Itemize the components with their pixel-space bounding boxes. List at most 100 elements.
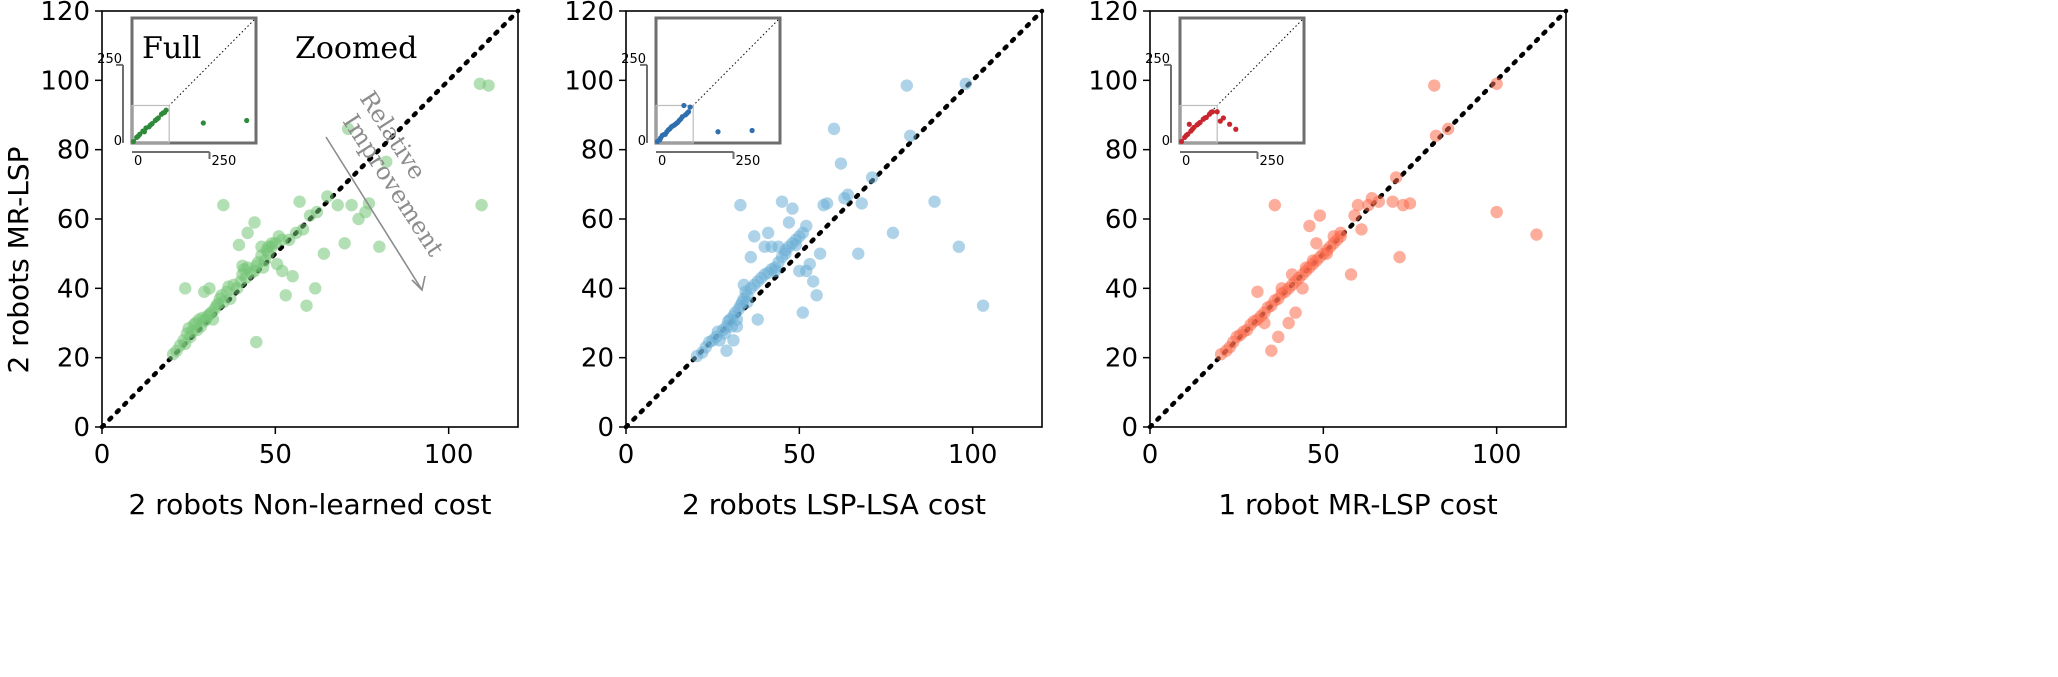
data-point [1303, 219, 1316, 233]
scatter-panel-lsp-lsa: 0 50 100 0 20 40 60 80 100 120 2 robots LSP-LSA co… [564, 0, 1045, 521]
data-point [380, 155, 393, 168]
data-point [248, 216, 261, 229]
data-point [1355, 223, 1368, 236]
data-point [1393, 250, 1406, 264]
data-point [1296, 282, 1309, 295]
y-tick-label: 60 [1105, 205, 1138, 235]
data-point [179, 282, 192, 295]
data-point [1251, 285, 1264, 298]
y-tick-label: 60 [581, 205, 614, 235]
inset-data-point [684, 110, 690, 116]
inset-y-tick-label: 250 [1145, 52, 1170, 67]
y-tick-label: 40 [1105, 274, 1138, 304]
x-tick-label: 50 [1307, 440, 1340, 470]
data-point [217, 198, 230, 212]
inset-data-point [687, 104, 693, 110]
x-tick-label: 100 [1472, 440, 1522, 470]
inset-data-point [678, 116, 684, 122]
inset-data-point [1202, 115, 1208, 121]
inset-data-point [1183, 132, 1189, 139]
data-point [482, 79, 495, 92]
inset-data-point [662, 131, 668, 137]
data-point [1441, 122, 1455, 136]
inset-x-tick-label: 0 [134, 154, 142, 169]
inset-data-point [1186, 121, 1192, 127]
data-point [827, 122, 841, 136]
inset-data-point [1233, 126, 1239, 132]
inset-y-tick-label: 0 [638, 134, 646, 149]
data-point [206, 313, 220, 326]
x-tick-label: 50 [259, 440, 292, 470]
inset-zoom-region [1179, 104, 1218, 144]
data-point [224, 292, 237, 305]
data-point [768, 264, 782, 278]
data-point [807, 275, 820, 288]
data-point [286, 270, 299, 283]
data-point [475, 198, 488, 212]
y-tick-label: 0 [73, 413, 90, 443]
data-point [855, 197, 868, 210]
data-point [1428, 79, 1441, 92]
inset-frame [1178, 16, 1306, 145]
data-point [865, 171, 879, 184]
inset-data-point [148, 122, 154, 128]
inset-data-point [1227, 121, 1233, 127]
inset-data-point [141, 129, 147, 135]
data-point [959, 77, 972, 91]
y-tick-label: 80 [581, 136, 614, 166]
inset-x-tick-label: 0 [1182, 154, 1190, 169]
data-point [734, 198, 747, 212]
data-point [841, 188, 855, 201]
inset-y-tick-label: 0 [1162, 134, 1170, 149]
data-point [203, 282, 216, 295]
data-point [976, 299, 990, 312]
y-tick-label: 0 [1121, 413, 1138, 443]
data-point [782, 216, 796, 229]
y-tick-label: 0 [597, 413, 614, 443]
x-tick-label: 50 [783, 440, 816, 470]
data-point [1320, 247, 1334, 260]
data-point [834, 157, 848, 170]
scatter-panel-non-learned: 0 50 100 0 20 40 60 80 100 120 2 robots Non-learne… [40, 0, 521, 521]
data-point [779, 244, 792, 257]
data-point [741, 296, 754, 309]
data-point [1289, 306, 1302, 319]
data-point [309, 282, 322, 295]
data-point [886, 226, 900, 240]
data-point [1490, 205, 1503, 219]
data-point [250, 335, 263, 349]
data-point [727, 334, 740, 347]
data-point [852, 247, 865, 260]
inset-data-point [130, 138, 137, 145]
y-tick-label: 120 [1088, 0, 1138, 27]
inset-data-point [154, 116, 160, 122]
x-axis-label: 1 robot MR-LSP cost [1218, 488, 1497, 521]
data-point [276, 264, 289, 278]
data-point [232, 238, 246, 252]
inset-x-tick-label: 0 [658, 154, 666, 169]
inset-zoom-region [131, 104, 170, 144]
data-point [820, 197, 834, 210]
data-point [1334, 226, 1347, 240]
data-point [296, 223, 310, 236]
data-point [1348, 209, 1361, 222]
inset-zoom-region [655, 104, 694, 144]
data-point [900, 79, 913, 92]
y-tick-label: 100 [564, 66, 614, 96]
inset-data-point [135, 133, 141, 139]
data-point [1310, 237, 1323, 250]
data-point [1285, 268, 1299, 281]
scatter-panel-one-robot: 0 50 100 0 20 40 60 80 100 120 1 robot MR-LSP cost… [1088, 0, 1569, 521]
data-point [751, 313, 764, 326]
inset-data-point [1217, 118, 1223, 124]
x-tick-label: 0 [94, 440, 111, 470]
data-point [1258, 316, 1271, 330]
y-tick-label: 100 [40, 66, 90, 96]
data-point [952, 240, 965, 253]
inset-data-point [681, 102, 687, 109]
x-tick-label: 100 [948, 440, 998, 470]
data-point [796, 306, 809, 319]
data-point [748, 230, 761, 243]
inset-data-point [1189, 126, 1195, 132]
